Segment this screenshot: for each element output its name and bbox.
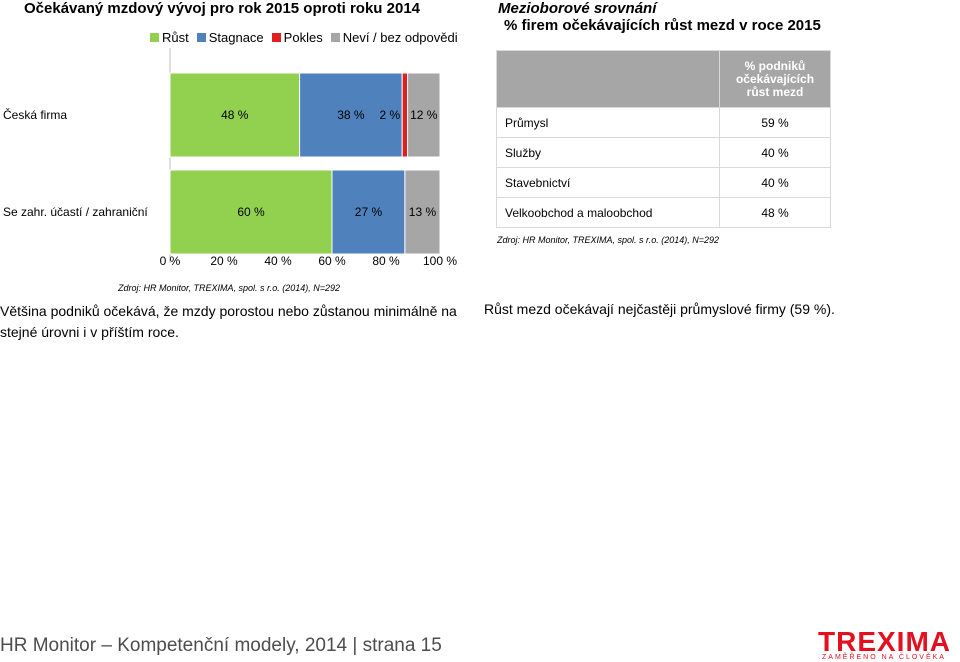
header-blank-cell xyxy=(496,50,720,108)
chart-legend: Růst Stagnace Pokles Neví / bez odpovědi xyxy=(150,30,458,45)
stacked-bar-chart: Česká firma Se zahr. účastí / zahraniční 4… xyxy=(3,48,457,268)
x-tick-label: 20 % xyxy=(210,254,238,268)
legend-item: Neví / bez odpovědi xyxy=(330,30,458,45)
right-summary-text: Růst mezd očekávají nejčastěji průmyslov… xyxy=(484,301,835,317)
bar-segment xyxy=(407,72,441,158)
sector-value: 40 % xyxy=(719,167,831,198)
sector-title-line2: % firem očekávajících růst mezd v roce 2… xyxy=(504,17,821,34)
legend-label: Pokles xyxy=(283,30,323,45)
data-label: 48 % xyxy=(221,108,249,122)
legend-item: Stagnace xyxy=(196,30,264,45)
legend-swatch xyxy=(330,33,340,42)
sector-value: 48 % xyxy=(719,197,831,228)
table-row: Průmysl 59 % xyxy=(496,107,831,138)
sector-name: Služby xyxy=(496,137,720,168)
bar-segment xyxy=(299,72,403,158)
sector-value: 40 % xyxy=(719,137,831,168)
trexima-logo: TREXIMA ZAMĚŘENO NA ČLOVĚKA xyxy=(818,626,958,662)
bar-segment xyxy=(401,72,409,158)
table-row: Velkoobchod a maloobchod 48 % xyxy=(496,197,831,228)
data-label: 38 % xyxy=(337,108,365,122)
sector-name: Průmysl xyxy=(496,107,720,138)
data-label: 60 % xyxy=(237,205,265,219)
sector-table-header: % podniků očekávajících růst mezd xyxy=(496,50,831,108)
data-label: 2 % xyxy=(380,108,401,122)
sector-table: % podniků očekávajících růst mezd Průmys… xyxy=(496,50,831,228)
sector-name: Velkoobchod a maloobchod xyxy=(496,197,720,228)
left-summary-text: Většina podniků očekává, že mzdy porosto… xyxy=(0,303,457,340)
x-tick-label: 100 % xyxy=(423,254,457,268)
bar-segment xyxy=(331,169,406,255)
legend-item: Růst xyxy=(150,30,189,45)
legend-swatch xyxy=(271,33,281,42)
sector-title-line1: Mezioborové srovnání xyxy=(498,0,657,17)
footer-text: HR Monitor – Kompetenční modely, 2014 | … xyxy=(0,635,442,656)
logo-tagline: ZAMĚŘENO NA ČLOVĚKA xyxy=(822,654,946,661)
header-column-cell: % podniků očekávajících růst mezd xyxy=(719,50,831,108)
legend-label: Stagnace xyxy=(208,30,264,45)
category-label: Česká firma xyxy=(3,107,67,122)
chart-source: Zdroj: HR Monitor, TREXIMA, spol. s r.o.… xyxy=(118,283,340,293)
data-label: 27 % xyxy=(355,205,383,219)
x-tick-label: 0 % xyxy=(160,254,181,268)
bar-segment xyxy=(169,169,333,255)
x-tick-label: 80 % xyxy=(372,254,400,268)
header-line: růst mezd xyxy=(746,84,804,99)
chart-title: Očekávaný mzdový vývoj pro rok 2015 opro… xyxy=(24,0,421,17)
x-tick-label: 60 % xyxy=(318,254,346,268)
sector-value: 59 % xyxy=(719,107,831,138)
header-line: očekávajících xyxy=(735,71,815,86)
sector-name: Stavebnictví xyxy=(496,167,720,198)
table-row: Služby 40 % xyxy=(496,137,831,168)
legend-label: Růst xyxy=(162,30,189,45)
logo-brand: TREXIMA xyxy=(818,626,951,657)
bar-segment xyxy=(404,169,441,255)
x-tick-label: 40 % xyxy=(264,254,292,268)
legend-swatch xyxy=(196,33,206,42)
category-label: Se zahr. účastí / zahraniční xyxy=(3,205,148,219)
sector-comparison-title: Mezioborové srovnání % firem očekávající… xyxy=(498,0,821,34)
header-line: % podniků xyxy=(744,58,806,73)
table-source: Zdroj: HR Monitor, TREXIMA, spol. s r.o.… xyxy=(497,235,719,245)
legend-swatch xyxy=(150,33,159,42)
data-label: 13 % xyxy=(409,205,437,219)
legend-item: Pokles xyxy=(271,30,323,45)
data-label: 12 % xyxy=(410,108,438,122)
table-row: Stavebnictví 40 % xyxy=(496,167,831,198)
legend-label: Neví / bez odpovědi xyxy=(342,30,458,45)
